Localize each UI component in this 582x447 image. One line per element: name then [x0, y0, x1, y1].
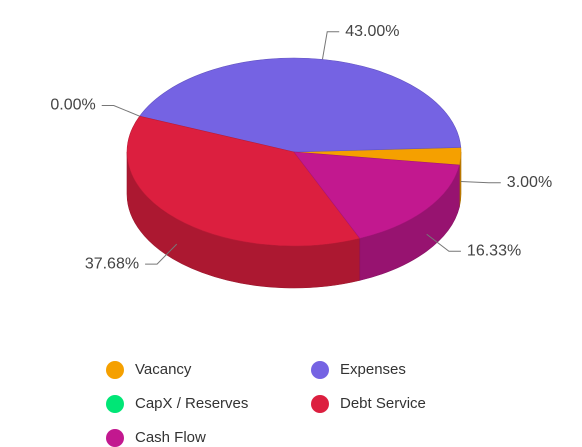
leader-line: [145, 243, 178, 265]
legend-label: Debt Service: [340, 395, 426, 412]
legend-swatch: [106, 361, 124, 379]
legend-label: Cash Flow: [135, 429, 206, 446]
data-label: 43.00%: [345, 23, 399, 40]
leader-line: [321, 31, 340, 60]
legend-swatch: [106, 429, 124, 447]
legend-swatch: [311, 361, 329, 379]
legend-item: CapX / Reserves: [106, 395, 248, 413]
legend-swatch: [106, 395, 124, 413]
legend-item: Vacancy: [106, 361, 192, 379]
leader-line: [460, 180, 501, 184]
legend-item: Expenses: [311, 361, 406, 379]
data-label: 0.00%: [50, 97, 95, 114]
legend-item: Cash Flow: [106, 429, 206, 447]
slice: [293, 151, 460, 239]
legend-item: Debt Service: [311, 395, 426, 413]
legend-label: CapX / Reserves: [135, 395, 248, 412]
legend-swatch: [311, 395, 329, 413]
data-label: 3.00%: [507, 174, 552, 191]
data-label: 16.33%: [467, 243, 521, 260]
legend-label: Expenses: [340, 361, 406, 378]
leader-line: [426, 233, 461, 252]
legend-label: Vacancy: [135, 361, 192, 378]
leader-line: [101, 104, 140, 117]
slice: [126, 115, 361, 247]
data-label: 37.68%: [85, 255, 139, 272]
